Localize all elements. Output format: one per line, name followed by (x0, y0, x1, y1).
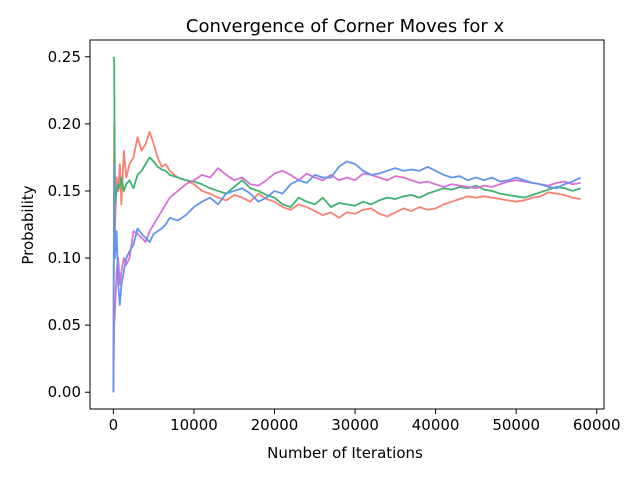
x-tick-label: 40000 (412, 416, 460, 434)
y-axis-title: Probability (19, 185, 37, 264)
series-layer (112, 56, 582, 393)
x-tick-label: 0 (109, 416, 119, 434)
plot-frame (89, 39, 605, 410)
y-tick-label: 0.15 (48, 182, 81, 200)
y-axis: 0.00 0.05 0.10 0.15 0.20 0.25 (48, 48, 90, 401)
y-tick-label: 0.25 (48, 48, 81, 66)
x-axis-title: Number of Iterations (267, 444, 423, 462)
x-axis: 0 10000 20000 30000 40000 50000 60000 (109, 409, 621, 434)
series-line-3 (112, 167, 581, 393)
y-tick-label: 0.05 (48, 316, 81, 334)
x-tick-label: 30000 (331, 416, 379, 434)
x-tick-label: 10000 (170, 416, 218, 434)
x-tick-label: 60000 (573, 416, 621, 434)
series-line-4 (112, 160, 582, 393)
y-tick-label: 0.00 (48, 383, 81, 401)
chart-title: Convergence of Corner Moves for x (186, 16, 505, 37)
x-tick-label: 50000 (492, 416, 540, 434)
series-line-1 (112, 122, 581, 393)
series-line-2 (112, 56, 581, 208)
y-tick-label: 0.10 (48, 249, 81, 267)
x-tick-label: 20000 (251, 416, 299, 434)
y-tick-label: 0.20 (48, 115, 81, 133)
